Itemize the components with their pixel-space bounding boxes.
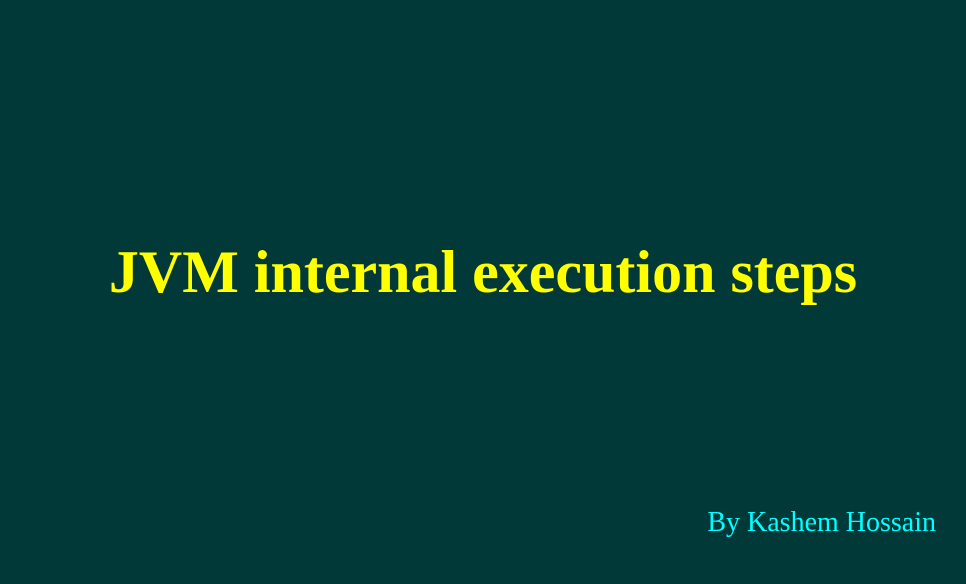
slide-author: By Kashem Hossain (707, 507, 936, 538)
slide-title: JVM internal execution steps (108, 239, 858, 305)
